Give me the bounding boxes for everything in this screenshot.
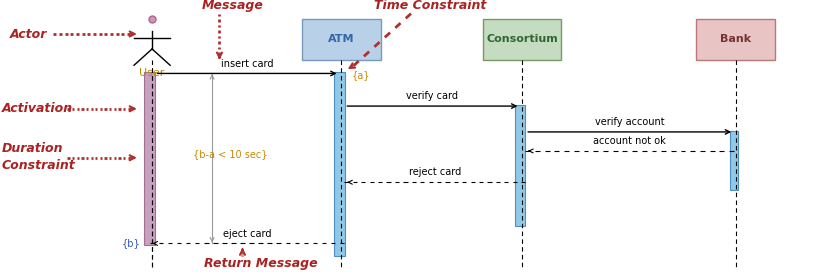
- Text: account not ok: account not ok: [593, 136, 666, 146]
- Bar: [483, 19, 561, 60]
- Text: {a}: {a}: [352, 70, 371, 80]
- Bar: [730, 131, 738, 190]
- Bar: [302, 19, 381, 60]
- Text: Message: Message: [201, 0, 263, 12]
- Bar: [515, 105, 525, 226]
- Text: Duration: Duration: [2, 142, 63, 155]
- Text: User: User: [140, 68, 164, 78]
- Bar: [145, 72, 155, 245]
- Text: Bank: Bank: [720, 35, 751, 44]
- Text: verify account: verify account: [595, 117, 664, 127]
- Text: Activation: Activation: [2, 102, 73, 115]
- Text: ATM: ATM: [328, 35, 354, 44]
- Text: {b}: {b}: [122, 238, 141, 248]
- Text: reject card: reject card: [409, 167, 461, 177]
- Text: Constraint: Constraint: [2, 159, 76, 172]
- Text: eject card: eject card: [223, 228, 271, 239]
- Text: Consortium: Consortium: [486, 35, 558, 44]
- Text: Actor: Actor: [10, 27, 47, 41]
- Text: verify card: verify card: [406, 91, 459, 101]
- Bar: [334, 72, 345, 256]
- Text: {b-a < 10 sec}: {b-a < 10 sec}: [193, 149, 268, 159]
- Text: Time Constraint: Time Constraint: [374, 0, 487, 12]
- Bar: [696, 19, 775, 60]
- Text: Return Message: Return Message: [204, 257, 317, 270]
- Text: insert card: insert card: [221, 58, 273, 69]
